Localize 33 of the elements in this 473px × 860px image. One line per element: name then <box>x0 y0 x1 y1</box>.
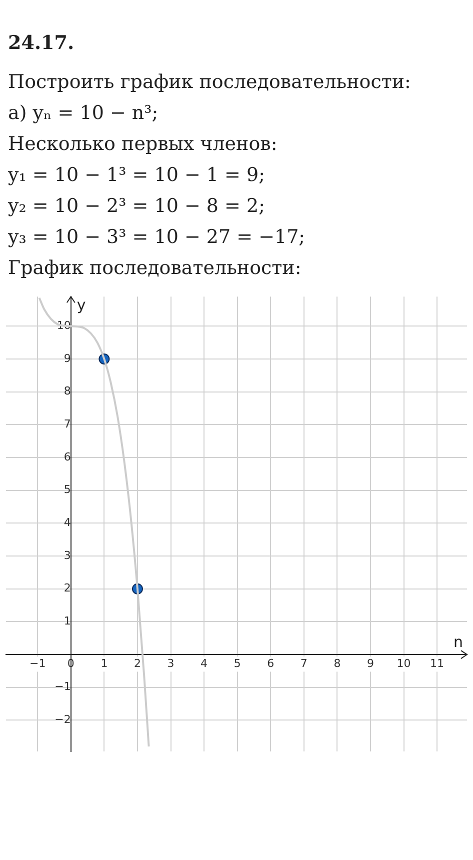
x-tick-label: 7 <box>300 656 308 670</box>
x-tick-label: 8 <box>334 656 341 670</box>
y-tick-label: 7 <box>64 418 71 431</box>
chart-subtitle: Построить график последовательности: <box>8 70 412 95</box>
text: y₁ = 10 − 1³ = 10 − 1 = 9; <box>8 163 266 188</box>
x-tick-label: 4 <box>200 656 208 670</box>
text: y₃ = 10 − 3³ = 10 − 27 = −17; <box>8 225 306 250</box>
y-tick-label: 8 <box>64 384 71 398</box>
x-tick-label: 5 <box>234 656 241 670</box>
x-tick-label: 11 <box>430 656 444 670</box>
chart-title: 24.17. <box>8 31 76 56</box>
text: График последовательности: <box>8 256 302 281</box>
x-tick-label: 10 <box>396 656 411 670</box>
x-tick-label: 1 <box>100 656 108 670</box>
x-tick-label: 3 <box>167 656 174 670</box>
x-tick-label: 9 <box>366 656 374 670</box>
text: y₂ = 10 − 2³ = 10 − 8 = 2; <box>8 194 266 219</box>
y-tick-label: 6 <box>64 450 71 464</box>
text: Несколько первых членов: <box>8 132 278 157</box>
y-tick-label: 1 <box>64 614 71 628</box>
y-tick-label: 9 <box>64 352 71 365</box>
x-tick-label: 6 <box>267 656 274 670</box>
y-tick-label: 4 <box>64 516 71 530</box>
text: а) yₙ = 10 − n³; <box>8 101 160 126</box>
y-tick-label: −1 <box>54 680 71 694</box>
x-axis-title: n <box>453 632 463 651</box>
y-tick-label: 2 <box>64 582 71 595</box>
y-axis-title: y <box>76 296 86 314</box>
y-tick-label: −2 <box>54 713 71 726</box>
x-tick-label: 2 <box>134 656 141 670</box>
y-tick-label: 5 <box>64 483 71 496</box>
x-tick-label: −1 <box>30 656 46 670</box>
y-tick-label: 3 <box>64 548 71 562</box>
